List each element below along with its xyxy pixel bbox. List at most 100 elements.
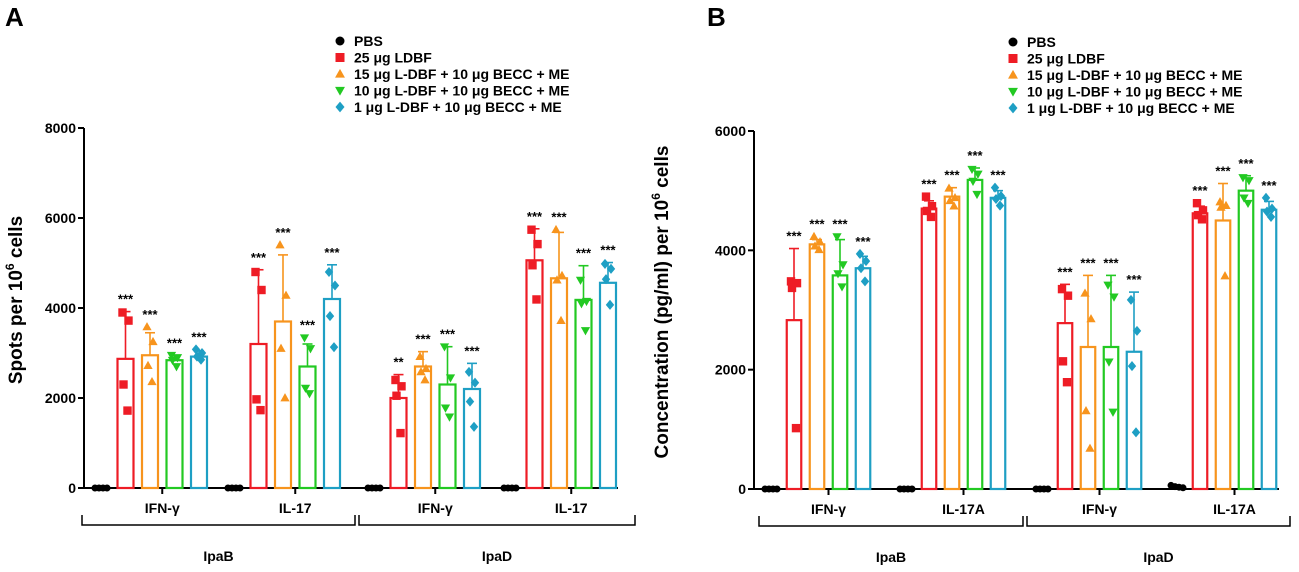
data-point xyxy=(786,277,796,286)
significance-label: *** xyxy=(600,243,616,258)
bar xyxy=(116,357,135,490)
data-point xyxy=(469,421,479,432)
data-point xyxy=(950,192,960,202)
data-point xyxy=(167,356,178,366)
significance-label: *** xyxy=(1215,164,1231,179)
significance-label: *** xyxy=(415,332,431,347)
significance-label: *** xyxy=(786,229,802,244)
legend-label: 10 μg L-DBF + 10 μg BECC + ME xyxy=(1027,84,1243,100)
data-point xyxy=(142,322,152,331)
data-point xyxy=(945,195,955,205)
data-point xyxy=(1126,294,1136,305)
panel-label: A xyxy=(5,2,24,32)
bar xyxy=(165,359,184,490)
x-tick-label: IFN-γ xyxy=(811,501,846,517)
x-tick-label: IL-17 xyxy=(279,500,312,516)
data-point xyxy=(416,367,426,376)
significance-label: *** xyxy=(251,250,267,265)
x-tick-label: IFN-γ xyxy=(1082,501,1117,517)
data-point xyxy=(251,267,260,277)
significance-label: *** xyxy=(1126,272,1142,287)
bar xyxy=(831,274,849,491)
data-point xyxy=(995,200,1005,211)
significance-label: *** xyxy=(855,234,871,249)
data-point xyxy=(465,396,475,407)
data-point xyxy=(575,276,586,285)
y-tick-label: 4000 xyxy=(45,300,76,316)
data-point xyxy=(1103,281,1113,290)
data-point xyxy=(855,248,865,259)
legend-marker xyxy=(1008,69,1018,79)
data-point xyxy=(605,299,615,310)
data-point xyxy=(252,395,261,404)
category-bracket xyxy=(758,516,1024,527)
data-point xyxy=(606,263,616,274)
data-point xyxy=(861,256,871,267)
bar xyxy=(549,277,569,490)
data-point xyxy=(1221,200,1231,209)
data-point xyxy=(1266,211,1276,222)
data-point xyxy=(1238,174,1248,183)
bar xyxy=(1079,345,1097,491)
legend-marker xyxy=(1008,102,1018,114)
data-point xyxy=(1080,288,1090,297)
data-point xyxy=(791,423,801,433)
y-tick-label: 2000 xyxy=(715,362,746,378)
data-point xyxy=(973,170,983,179)
data-point xyxy=(166,351,177,361)
data-point xyxy=(257,285,266,295)
bar xyxy=(920,207,938,491)
y-axis-title: Concentration (pg/ml) per 106 cells xyxy=(649,146,673,459)
data-point xyxy=(470,377,480,388)
data-point xyxy=(792,278,802,288)
data-point xyxy=(832,233,842,242)
data-point xyxy=(1131,427,1141,438)
data-point xyxy=(926,212,936,222)
category-label: IpaD xyxy=(482,548,512,564)
category-label: IpaB xyxy=(203,548,233,564)
data-point xyxy=(415,351,425,360)
data-point xyxy=(967,165,977,175)
y-tick-label: 0 xyxy=(68,480,76,496)
significance-label: *** xyxy=(832,217,848,232)
data-point xyxy=(392,391,401,400)
data-point xyxy=(325,311,335,322)
data-point xyxy=(1086,314,1096,323)
data-point xyxy=(1081,406,1091,415)
data-point xyxy=(1104,358,1114,367)
data-point xyxy=(124,316,133,325)
significance-label: *** xyxy=(118,292,134,307)
significance-label: *** xyxy=(1103,255,1119,270)
bar xyxy=(808,243,826,491)
significance-label: *** xyxy=(576,246,592,261)
significance-label: *** xyxy=(167,335,183,350)
data-point xyxy=(1127,361,1137,372)
legend-marker xyxy=(1008,87,1018,97)
bar xyxy=(943,195,961,491)
legend-label: 1 μg L-DBF + 10 μg BECC + ME xyxy=(354,99,562,115)
category-label: IpaD xyxy=(1143,549,1173,565)
data-point xyxy=(280,393,290,402)
significance-label: *** xyxy=(1261,178,1277,193)
data-point xyxy=(305,345,316,354)
data-point xyxy=(300,384,311,393)
data-point xyxy=(391,375,400,385)
data-point xyxy=(421,363,431,373)
data-point xyxy=(837,283,847,292)
data-point xyxy=(172,354,183,363)
data-point xyxy=(171,363,182,372)
data-point xyxy=(533,239,542,249)
data-point xyxy=(1085,443,1095,452)
significance-label: *** xyxy=(142,307,158,322)
data-point xyxy=(1244,177,1254,186)
bar xyxy=(598,281,618,490)
data-point xyxy=(1063,291,1073,300)
data-point xyxy=(275,240,285,249)
data-point xyxy=(1057,284,1067,294)
data-point xyxy=(1215,197,1225,206)
legend-marker xyxy=(335,86,345,96)
data-point xyxy=(1132,325,1142,336)
data-point xyxy=(196,354,206,365)
